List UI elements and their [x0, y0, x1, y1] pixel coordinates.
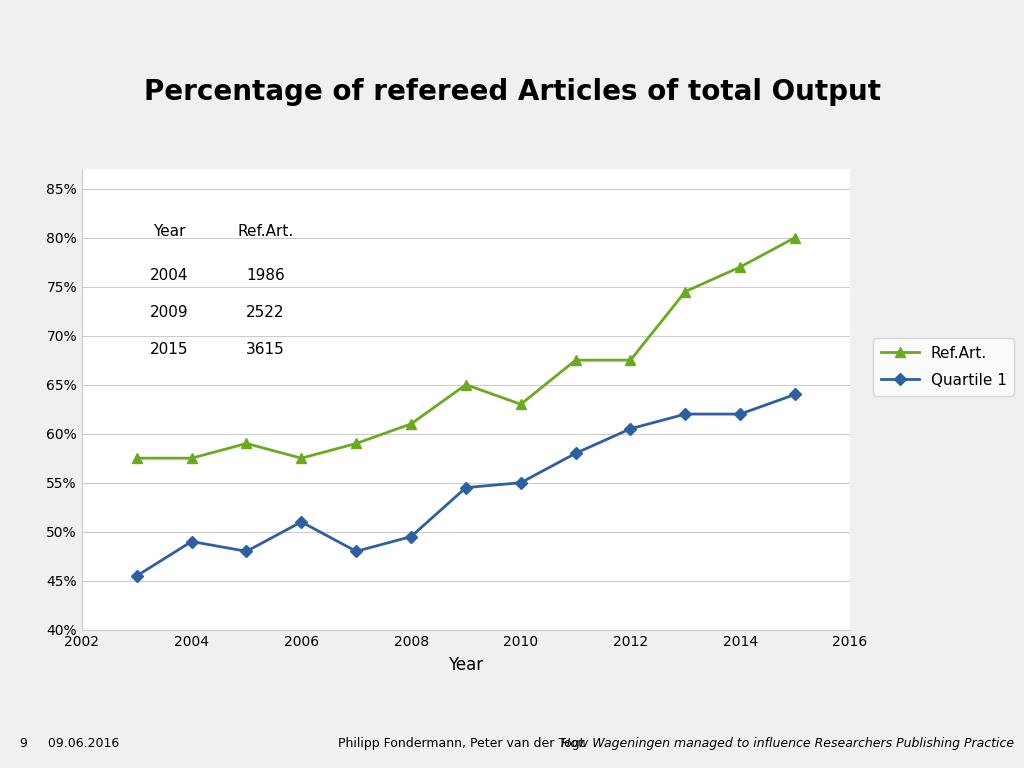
Ref.Art.: [734, 263, 746, 272]
Quartile 1: [350, 547, 362, 556]
Text: 3615: 3615: [246, 343, 285, 357]
Text: Year: Year: [153, 224, 185, 239]
Line: Ref.Art.: Ref.Art.: [132, 233, 800, 463]
Text: Ref.Art.: Ref.Art.: [238, 224, 293, 239]
Text: Percentage of refereed Articles of total Output: Percentage of refereed Articles of total…: [143, 78, 881, 106]
Quartile 1: [295, 518, 307, 527]
Ref.Art.: [185, 454, 198, 463]
Ref.Art.: [788, 233, 801, 242]
Quartile 1: [460, 483, 472, 492]
Text: 2009: 2009: [150, 305, 188, 320]
Text: Philipp Fondermann, Peter van der Togt: Philipp Fondermann, Peter van der Togt: [338, 737, 584, 750]
Ref.Art.: [460, 380, 472, 389]
Ref.Art.: [569, 356, 582, 365]
Quartile 1: [625, 424, 637, 433]
Ref.Art.: [350, 439, 362, 448]
Ref.Art.: [515, 399, 527, 409]
Text: 2004: 2004: [150, 268, 188, 283]
Quartile 1: [185, 537, 198, 546]
Quartile 1: [241, 547, 253, 556]
Quartile 1: [515, 478, 527, 488]
Quartile 1: [788, 390, 801, 399]
Text: 1986: 1986: [246, 268, 285, 283]
Quartile 1: [404, 532, 417, 541]
Ref.Art.: [295, 454, 307, 463]
Text: 2015: 2015: [150, 343, 188, 357]
Quartile 1: [569, 449, 582, 458]
Text: 9     09.06.2016: 9 09.06.2016: [20, 737, 120, 750]
Ref.Art.: [679, 287, 691, 296]
Ref.Art.: [241, 439, 253, 448]
Quartile 1: [131, 571, 143, 581]
Legend: Ref.Art., Quartile 1: Ref.Art., Quartile 1: [872, 338, 1015, 396]
Ref.Art.: [131, 454, 143, 463]
Text: 2522: 2522: [246, 305, 285, 320]
Ref.Art.: [404, 419, 417, 429]
Ref.Art.: [625, 356, 637, 365]
Line: Quartile 1: Quartile 1: [133, 390, 799, 580]
Quartile 1: [734, 409, 746, 419]
X-axis label: Year: Year: [449, 656, 483, 674]
Quartile 1: [679, 409, 691, 419]
Text: How Wageningen managed to influence Researchers Publishing Practice: How Wageningen managed to influence Rese…: [560, 737, 1014, 750]
